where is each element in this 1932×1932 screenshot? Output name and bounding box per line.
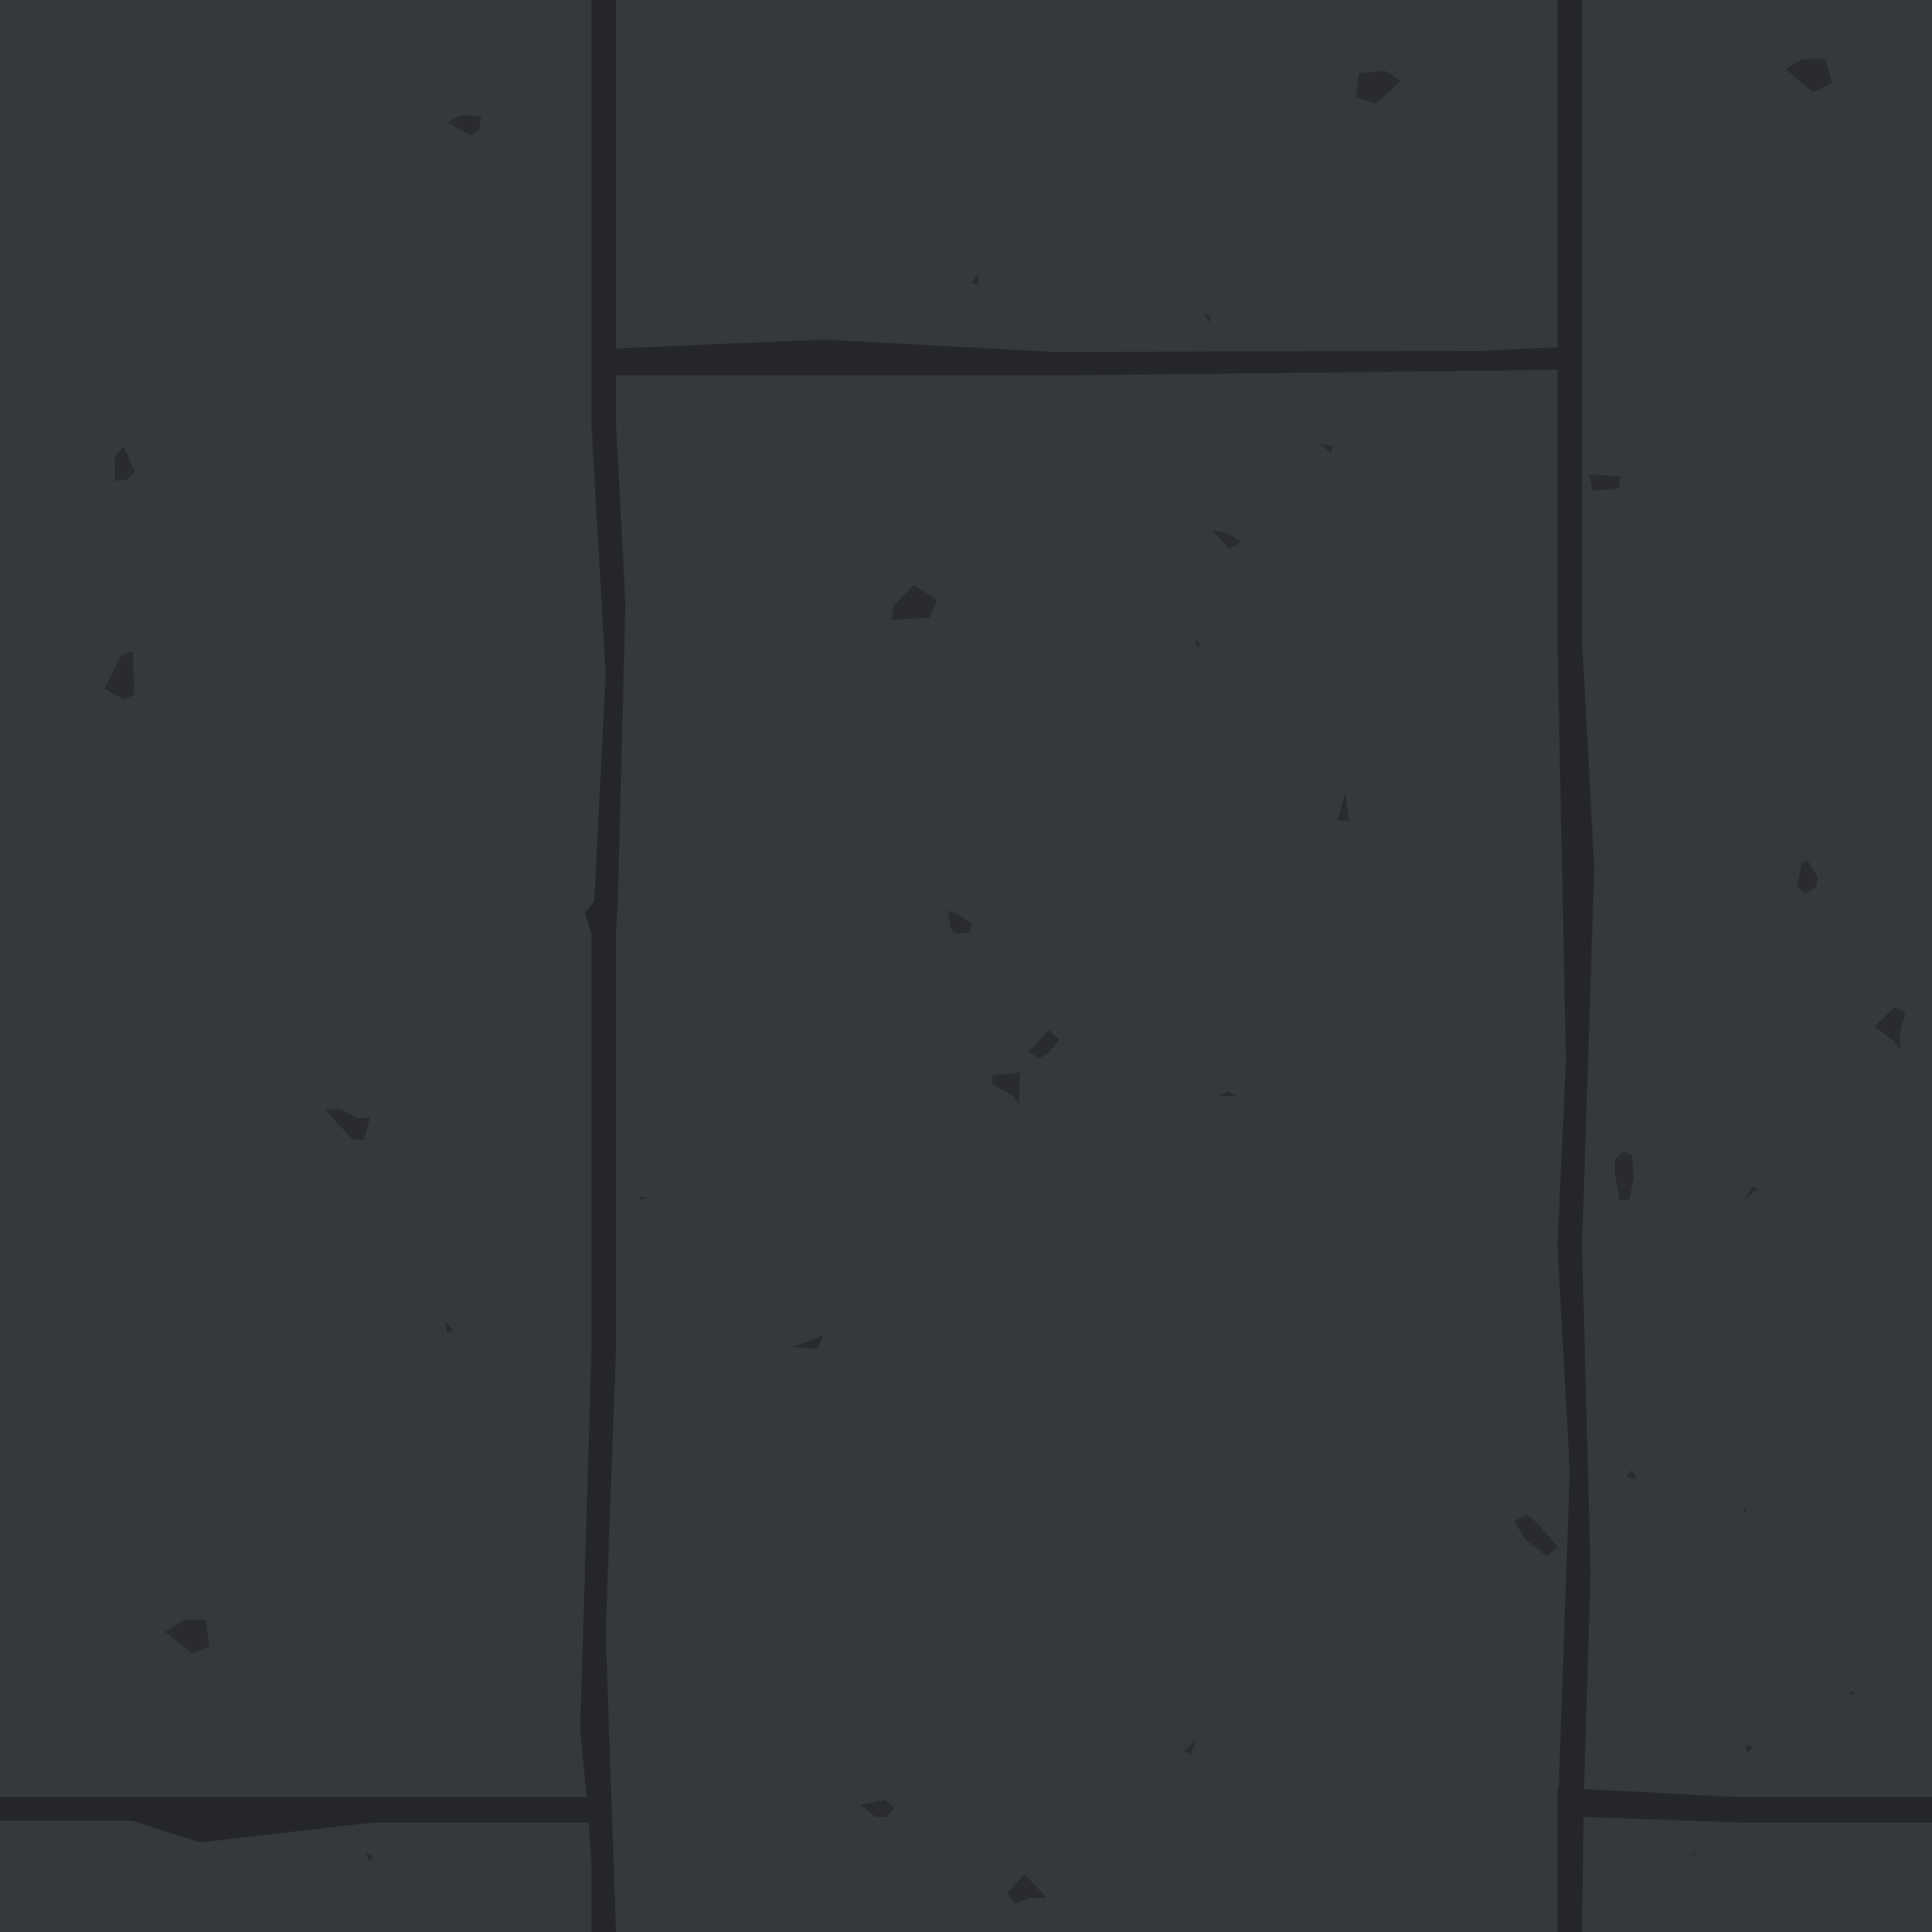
speck: [1338, 792, 1349, 821]
speck: [1786, 58, 1832, 92]
speck: [860, 1800, 894, 1817]
speck: [115, 446, 135, 481]
speck: [448, 115, 481, 135]
speck: [1744, 1187, 1757, 1200]
speck: [1008, 1874, 1047, 1904]
speck: [1514, 1514, 1557, 1557]
speck: [1874, 1008, 1906, 1049]
speck: [366, 1854, 374, 1861]
speck: [1194, 638, 1200, 649]
speck: [1849, 1691, 1854, 1695]
speck: [792, 1336, 823, 1349]
speck: [1028, 1030, 1059, 1058]
speck: [1797, 860, 1818, 893]
speck: [972, 272, 979, 285]
speck: [1742, 1507, 1746, 1512]
speck: [1212, 530, 1241, 549]
speck: [1219, 1091, 1236, 1096]
speck: [1184, 1740, 1196, 1755]
speck: [105, 651, 134, 700]
mortar-seam-right-vertical: [1557, 0, 1594, 1932]
speck: [1626, 1470, 1636, 1479]
speck: [1204, 313, 1210, 323]
speck: [1692, 1852, 1695, 1856]
speck: [891, 585, 937, 620]
speck: [638, 1196, 647, 1200]
mortar-seam-left-vertical: [580, 0, 625, 1932]
mortar-seam-bottom-left: [0, 1797, 591, 1842]
speck: [165, 1620, 209, 1654]
speck: [445, 1321, 453, 1333]
speck: [1615, 1151, 1634, 1200]
mortar-seam-bottom-right: [1557, 1788, 1932, 1823]
speck: [1590, 475, 1621, 491]
speck: [1357, 71, 1401, 104]
speck: [1321, 444, 1333, 453]
speck: [1745, 1745, 1753, 1753]
speck: [325, 1108, 370, 1140]
speck: [992, 1073, 1020, 1104]
speck: [948, 910, 972, 934]
mortar-seam-top-horizontal: [604, 340, 1561, 375]
stone-specks: [105, 58, 1906, 1904]
